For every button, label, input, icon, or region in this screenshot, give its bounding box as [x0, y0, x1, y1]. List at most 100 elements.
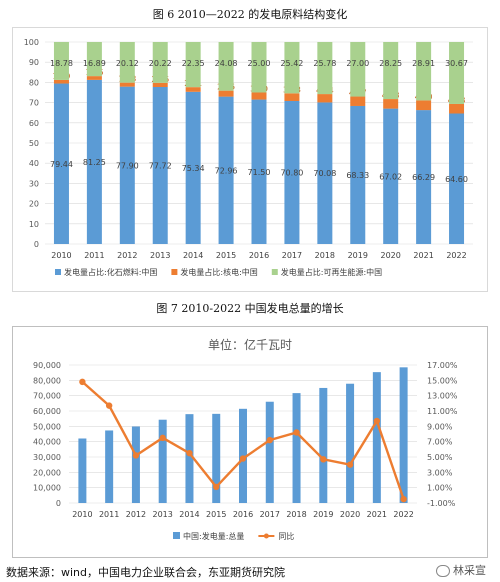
y-right-tick-label: 11.00%	[427, 407, 458, 416]
y-left-tick-label: 60,000	[33, 407, 61, 416]
data-label: 70.80	[280, 168, 303, 177]
y-tick-label: 0	[34, 240, 39, 249]
x-tick-label: 2022	[393, 510, 413, 519]
legend-label-bar: 中国:发电量:总量	[183, 531, 244, 541]
data-label: 70.08	[313, 169, 336, 178]
bar-segment	[383, 99, 399, 109]
data-label: 24.08	[215, 59, 238, 68]
data-label: 25.00	[248, 59, 271, 68]
data-label: 20.22	[149, 59, 172, 68]
bar-segment	[218, 42, 234, 91]
yoy-point	[186, 449, 193, 457]
watermark: 林采宣	[436, 562, 486, 578]
y-right-tick-label: 1.00%	[427, 484, 453, 493]
legend-swatch	[171, 269, 178, 275]
x-tick-label: 2022	[446, 251, 466, 260]
bar-segment	[449, 113, 465, 245]
bar-segment	[185, 87, 201, 92]
y-left-tick-label: 80,000	[33, 376, 61, 385]
data-label: 79.44	[50, 160, 73, 169]
bar-segment	[119, 42, 135, 83]
yoy-point	[400, 495, 407, 503]
x-tick-label: 2020	[340, 510, 360, 519]
legend-swatch	[271, 269, 278, 275]
x-tick-label: 2021	[413, 251, 433, 260]
generation-bar	[78, 438, 87, 503]
x-tick-label: 2020	[381, 251, 401, 260]
y-left-tick-label: 0	[56, 499, 61, 508]
data-label: 66.29	[412, 173, 435, 182]
yoy-point	[213, 483, 220, 491]
generation-bar	[265, 401, 274, 503]
x-tick-label: 2018	[286, 510, 306, 519]
bar-segment	[53, 83, 69, 244]
bar-segment	[350, 96, 366, 106]
legend-swatch-marker	[263, 533, 269, 539]
bar-segment	[416, 42, 432, 101]
data-label: 28.91	[412, 59, 435, 68]
bar-segment	[251, 92, 267, 100]
generation-chart: 单位：亿千瓦时 0 10,000 20,000 30,000 40,000 50,000 60…	[12, 326, 488, 558]
figure-6-title: 图 6 2010—2022 的发电原料结构变化	[152, 8, 348, 21]
y-tick-label: 50	[29, 139, 39, 148]
data-label: 67.02	[379, 172, 402, 181]
generation-bar	[158, 419, 167, 503]
x-tick-label: 2011	[84, 251, 104, 260]
bar-segment	[185, 91, 201, 244]
data-label: 22.35	[182, 59, 205, 68]
x-tick-label: 2013	[153, 510, 173, 519]
y-right-tick-label: 7.00%	[427, 438, 453, 447]
bar-segment	[449, 42, 465, 104]
bar-segment	[86, 76, 102, 80]
data-label: 64.60	[445, 175, 468, 184]
y-right-tick-label: 5.00%	[427, 453, 453, 462]
bar-segment	[53, 41, 69, 80]
generation-chart-svg: 单位：亿千瓦时 0 10,000 20,000 30,000 40,000 50,000 60…	[33, 337, 458, 541]
bar-segment	[383, 42, 399, 100]
data-label: 75.34	[182, 164, 205, 173]
yoy-point	[346, 461, 354, 468]
bar-segment	[317, 102, 333, 244]
data-label: 18.78	[50, 59, 73, 68]
x-tick-label: 2017	[282, 251, 302, 260]
x-tick-label: 2015	[206, 510, 226, 519]
x-tick-label: 2018	[315, 251, 335, 260]
bar-segment	[251, 99, 267, 244]
bar-segment	[449, 103, 465, 114]
yoy-point	[320, 456, 327, 463]
chart-title: 单位：亿千瓦时	[208, 337, 292, 352]
bar-segment	[218, 96, 234, 245]
legend-label: 发电量占比:核电:中国	[180, 267, 257, 277]
x-tick-label: 2012	[117, 251, 137, 260]
legend-swatch-bar	[173, 532, 180, 539]
x-tick-label: 2019	[313, 510, 333, 519]
y-tick-label: 90	[29, 58, 39, 67]
y-left-tick-label: 90,000	[33, 361, 61, 370]
y-tick-label: 60	[29, 119, 39, 128]
y-left-tick-label: 20,000	[33, 468, 61, 477]
generation-bar	[399, 367, 408, 503]
bar-segment	[119, 82, 135, 87]
data-label: 20.12	[116, 59, 139, 68]
bar-segment	[284, 93, 300, 101]
x-tick-label: 2010	[72, 510, 92, 519]
y-right-tick-label: 17.00%	[427, 361, 458, 370]
data-label: 25.42	[280, 59, 303, 68]
y-right-tick-label: -1.00%	[427, 499, 456, 508]
data-label: 77.90	[116, 161, 139, 170]
yoy-point	[373, 417, 381, 425]
watermark-text: 林采宣	[453, 564, 486, 577]
legend-label-line: 同比	[278, 531, 294, 541]
y-left-tick-label: 10,000	[33, 484, 61, 493]
bar-segment	[284, 100, 300, 244]
bar-segment	[416, 100, 432, 111]
generation-bar	[131, 426, 140, 503]
legend-label: 发电量占比:可再生能源:中国	[281, 267, 382, 277]
yoy-point	[159, 434, 166, 442]
x-tick-label: 2014	[179, 510, 199, 519]
yoy-point	[293, 429, 300, 436]
structure-chart: 010203040506070809010079.441.7918.782010…	[12, 27, 488, 292]
bar-segment	[152, 82, 168, 88]
x-tick-label: 2019	[348, 251, 368, 260]
data-label: 25.78	[313, 59, 336, 68]
